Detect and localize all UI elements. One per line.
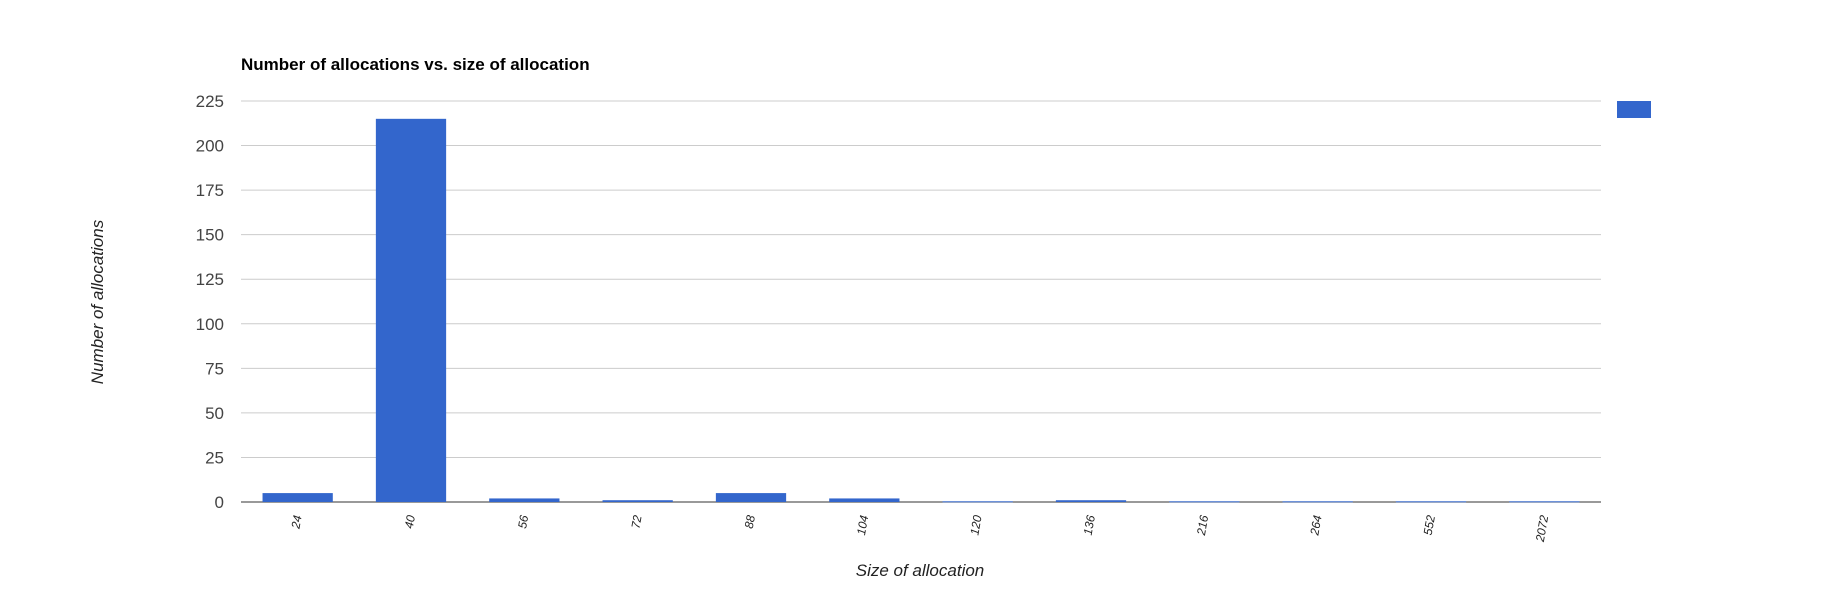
x-tick-label: 88 — [742, 514, 758, 530]
y-tick-label: 225 — [196, 92, 224, 111]
x-tick-label: 2072 — [1533, 514, 1552, 544]
bar — [829, 498, 900, 502]
legend — [1617, 101, 1651, 118]
x-tick-label: 56 — [515, 514, 531, 530]
bar — [1509, 501, 1580, 503]
x-tick-label: 552 — [1421, 514, 1438, 536]
bar — [942, 501, 1013, 503]
y-tick-label: 200 — [196, 137, 224, 156]
y-tick-labels: 0 25 50 75 100 125 150 175 200 225 — [196, 92, 224, 512]
y-tick-label: 0 — [215, 493, 224, 512]
x-tick-label: 216 — [1194, 514, 1211, 537]
x-tick-label: 72 — [629, 514, 645, 530]
y-tick-label: 125 — [196, 270, 224, 289]
bar — [715, 493, 787, 502]
x-tick-label: 104 — [854, 514, 871, 536]
x-tick-labels: 24 40 56 72 88 104 120 136 216 264 552 2072 — [288, 514, 1551, 544]
x-tick-label: 136 — [1081, 514, 1098, 536]
legend-swatch — [1617, 101, 1651, 118]
bar — [375, 118, 447, 503]
y-tick-label: 75 — [205, 359, 224, 378]
x-tick-label: 120 — [967, 514, 984, 536]
bar — [1395, 501, 1467, 503]
y-tick-label: 100 — [196, 315, 224, 334]
bars — [262, 118, 1580, 503]
bar — [262, 493, 333, 502]
chart-title: Number of allocations vs. size of alloca… — [241, 55, 590, 74]
gridlines — [241, 100, 1601, 503]
x-tick-label: 24 — [288, 514, 304, 531]
x-axis-label: Size of allocation — [856, 561, 985, 580]
y-tick-label: 175 — [196, 181, 224, 200]
bar — [602, 500, 673, 502]
y-tick-label: 150 — [196, 226, 224, 245]
y-tick-label: 50 — [205, 404, 224, 423]
bar — [1055, 500, 1127, 502]
bar — [1169, 501, 1240, 503]
y-axis-label: Number of allocations — [88, 219, 107, 384]
bar — [489, 498, 560, 502]
bar — [1282, 501, 1353, 503]
y-tick-label: 25 — [205, 448, 224, 467]
x-tick-label: 264 — [1307, 514, 1324, 537]
x-tick-label: 40 — [402, 514, 418, 530]
